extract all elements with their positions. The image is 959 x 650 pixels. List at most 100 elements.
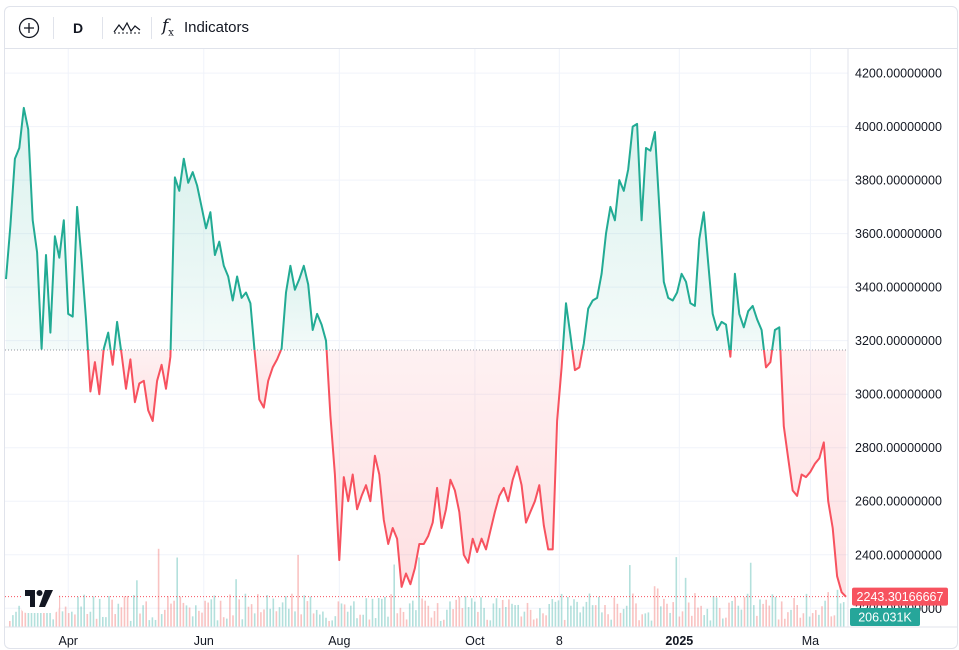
volume-bar (393, 564, 395, 627)
add-symbol-button[interactable] (9, 12, 49, 44)
volume-bar (266, 595, 268, 627)
time-tick-label: Apr (58, 634, 77, 648)
volume-bar (557, 600, 560, 627)
time-tick-label: Aug (328, 634, 350, 648)
price-line-up (113, 320, 122, 351)
price-tick-label: 3000.00000000 (855, 388, 942, 402)
area-below-baseline (780, 350, 846, 597)
volume-bar (725, 617, 727, 627)
price-tick-label: 3600.00000000 (855, 227, 942, 241)
volume-bar (129, 620, 132, 627)
volume-bar (377, 597, 380, 627)
price-axis[interactable]: 4200.00000000 4000.00000000 3800.00000000 3… (847, 49, 942, 627)
volume-bar (687, 602, 690, 627)
volume-bar (588, 593, 591, 627)
volume-bar (560, 593, 563, 627)
volume-bar (737, 605, 740, 627)
volume-bar (638, 620, 640, 627)
volume-bar (545, 615, 547, 627)
interval-button[interactable]: D (58, 12, 98, 44)
price-chart[interactable]: 4200.00000000 4000.00000000 3800.00000000 3… (5, 49, 958, 649)
volume-bar (148, 620, 151, 627)
volume-bar (278, 607, 281, 627)
volume-bar (322, 611, 324, 627)
volume-bar (390, 594, 392, 627)
toolbar-separator (102, 16, 103, 39)
volume-bar (591, 605, 594, 627)
volume-bar (495, 598, 498, 627)
price-line (5, 106, 847, 598)
volume-bar (470, 598, 473, 627)
area-above-baseline (6, 107, 88, 351)
volume-bar (811, 613, 814, 627)
volume-bar (601, 612, 603, 627)
volume-bar (71, 611, 73, 627)
volume-bar (111, 599, 113, 627)
volume-bar (151, 617, 154, 627)
price-line-up (729, 272, 765, 351)
volume-bar (331, 620, 333, 627)
area-fill (6, 107, 846, 597)
volume-bar (114, 614, 116, 627)
volume-bar (328, 620, 330, 627)
volume-bar (765, 599, 767, 627)
volume-bar (337, 601, 340, 627)
volume-bar (241, 619, 244, 627)
volume-bar (120, 607, 123, 627)
volume-bar (188, 607, 191, 627)
volume-bar (67, 613, 70, 627)
volume-bar (824, 600, 826, 627)
volume-bar (272, 598, 275, 627)
volume-bar (46, 609, 48, 627)
area-below-baseline (121, 350, 171, 421)
volume-bar (312, 613, 315, 627)
volume-bar (405, 619, 408, 627)
volume-bar (229, 594, 231, 627)
volume-bar (514, 605, 516, 627)
volume-bar (368, 619, 371, 627)
volume-bar (684, 577, 687, 627)
volume-bar (449, 601, 451, 627)
volume-bar (55, 606, 58, 627)
volume-badge: 206.031K (850, 608, 920, 626)
area-below-baseline (254, 350, 281, 408)
volume-bar (238, 599, 240, 627)
volume-bar (9, 620, 11, 627)
volume-bar (480, 597, 482, 627)
volume-bar (275, 611, 278, 627)
volume-bar (139, 613, 141, 627)
time-axis[interactable]: Apr Jun Aug Oct 8 2025 Ma (5, 626, 958, 648)
volume-bar (427, 605, 430, 627)
price-line-up (102, 331, 112, 351)
volume-bar (126, 595, 129, 627)
volume-bar (198, 610, 200, 627)
volume-bar (836, 589, 839, 627)
time-tick-label: Oct (465, 634, 485, 648)
volume-bar (780, 601, 783, 627)
volume-bar (771, 594, 774, 627)
price-line-down (86, 349, 105, 396)
volume-bar (715, 597, 718, 627)
volume-bar (570, 605, 572, 627)
volume-bar (492, 603, 495, 627)
volume-bar (505, 607, 507, 627)
chart-style-button[interactable] (107, 12, 147, 44)
volume-bar (622, 608, 625, 627)
price-line-up (581, 122, 731, 351)
volume-bar (319, 614, 321, 627)
volume-bar (226, 618, 228, 627)
last-price-badge: 2243.30166667 (852, 587, 948, 606)
volume-bar (697, 607, 699, 627)
volume-bar (706, 608, 709, 627)
volume-bar (408, 603, 411, 627)
volume-bar (532, 619, 535, 627)
price-line-down (120, 349, 172, 422)
volume-bar (740, 609, 743, 627)
area-above-baseline (170, 158, 255, 350)
volume-bar (790, 609, 792, 627)
volume-bar (594, 605, 597, 627)
indicators-button[interactable]: fx Indicators (156, 12, 255, 44)
volume-bar (291, 593, 293, 627)
price-line-up (771, 326, 782, 351)
volume-bar (52, 619, 54, 627)
